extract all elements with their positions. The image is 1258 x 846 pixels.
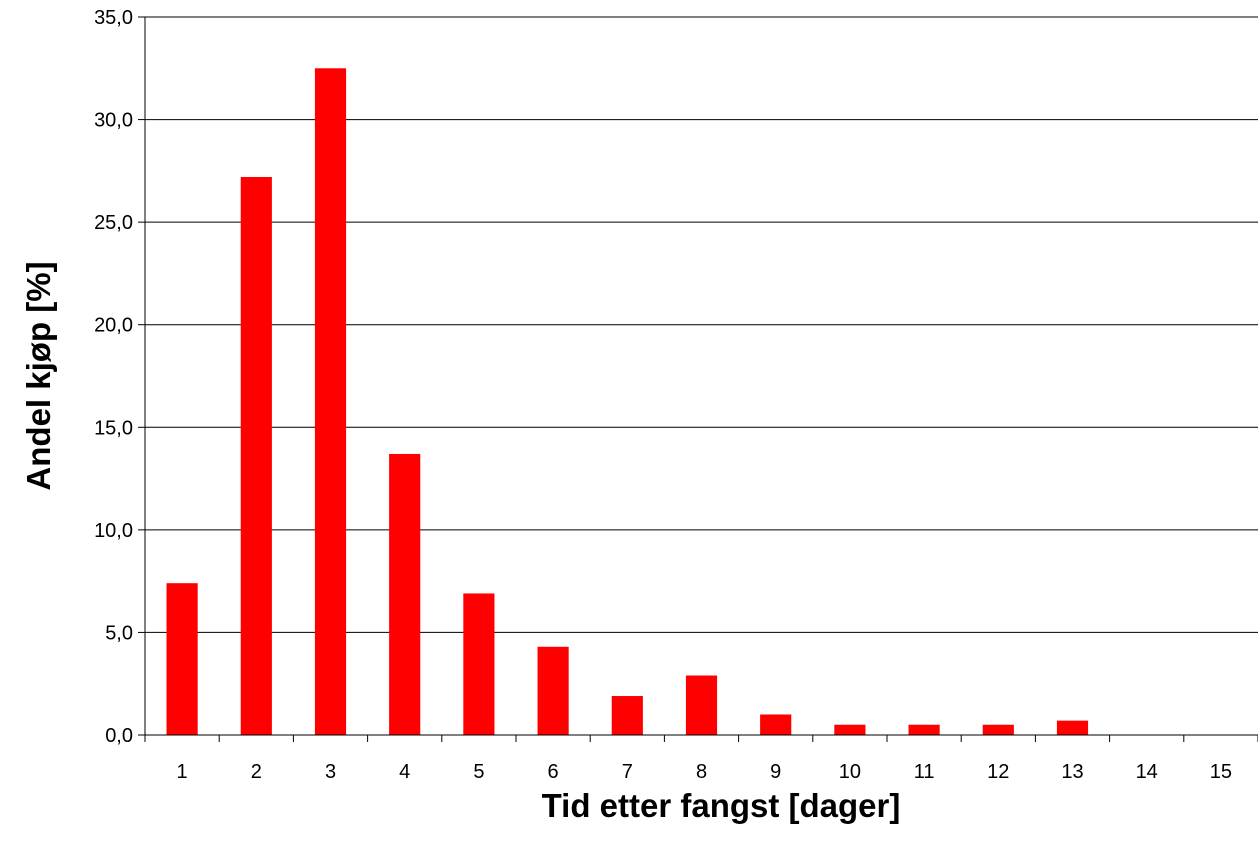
y-axis-title: Andel kjøp [%] — [20, 261, 57, 490]
x-tick-label: 7 — [622, 761, 633, 783]
bars — [166, 68, 1089, 736]
x-tick-label: 4 — [399, 761, 410, 783]
y-tick-label: 5,0 — [105, 622, 133, 644]
bar-day-8 — [685, 675, 718, 735]
bar-day-6 — [537, 646, 569, 735]
x-tick-label: 6 — [548, 761, 559, 783]
x-tick-label: 11 — [914, 761, 935, 783]
bar-day-9 — [760, 714, 792, 735]
x-tick-label: 5 — [473, 761, 484, 783]
x-tick-label: 12 — [987, 761, 1009, 783]
gridlines — [145, 16, 1258, 633]
bar-day-3 — [314, 68, 347, 736]
axes — [138, 16, 1258, 742]
y-tick-label: 30,0 — [94, 110, 133, 132]
y-tick-label: 10,0 — [94, 520, 133, 542]
y-tick-label: 35,0 — [94, 7, 133, 29]
bar-day-12 — [982, 724, 1014, 735]
y-tick-label: 0,0 — [105, 725, 133, 747]
bar-day-13 — [1056, 720, 1089, 735]
bar-day-2 — [240, 177, 272, 736]
x-tick-label: 8 — [696, 761, 707, 783]
x-tick-label: 13 — [1061, 761, 1083, 783]
x-axis-title: Tid etter fangst [dager] — [542, 787, 901, 824]
y-tick-label: 20,0 — [94, 315, 133, 337]
x-tick-label: 3 — [325, 761, 336, 783]
x-tick-label: 1 — [177, 761, 188, 783]
x-tick-label: 15 — [1210, 761, 1232, 783]
bar-day-1 — [166, 583, 198, 735]
bar-day-11 — [908, 724, 940, 735]
x-tick-labels: 1 2 3 4 5 6 7 8 9 10 11 12 13 14 15 — [177, 761, 1232, 783]
x-tick-label: 10 — [839, 761, 861, 783]
bar-day-10 — [834, 724, 866, 735]
x-tick-label: 2 — [251, 761, 262, 783]
x-tick-label: 9 — [770, 761, 781, 783]
x-tick-label: 14 — [1136, 761, 1158, 783]
bar-day-4 — [389, 453, 421, 735]
bar-day-5 — [463, 593, 495, 735]
bar-day-7 — [611, 696, 643, 735]
y-tick-label: 15,0 — [94, 417, 133, 439]
y-tick-labels: 0,0 5,0 10,0 15,0 20,0 25,0 30,0 35,0 — [94, 7, 133, 747]
y-tick-label: 25,0 — [94, 212, 133, 234]
